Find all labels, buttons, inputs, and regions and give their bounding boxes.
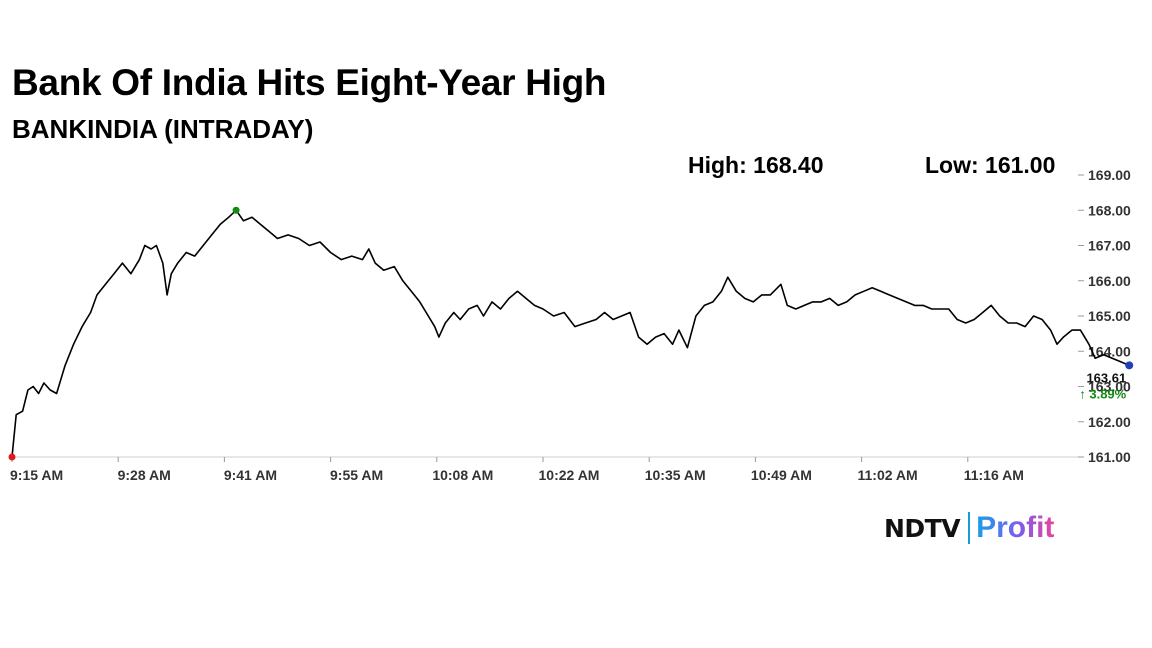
x-tick-label: 10:35 AM <box>645 467 706 483</box>
x-tick-label: 10:49 AM <box>751 467 812 483</box>
price-line <box>11 209 1130 458</box>
x-tick-label: 10:08 AM <box>432 467 493 483</box>
x-tick-label: 11:02 AM <box>858 467 918 483</box>
y-tick-label: 161.00 <box>1088 449 1131 465</box>
y-tick-label: 167.00 <box>1088 238 1131 254</box>
x-tick-label: 9:15 AM <box>10 467 63 483</box>
last-price-label: 163.61 <box>1086 370 1126 385</box>
y-tick-label: 169.00 <box>1088 167 1131 183</box>
y-tick-label: 163.00 <box>1088 379 1131 395</box>
y-tick-label: 168.00 <box>1088 202 1131 218</box>
logo-brand: NDTV <box>884 513 961 543</box>
high-point-marker <box>232 206 240 214</box>
chart-title: Bank Of India Hits Eight-Year High <box>12 62 607 103</box>
day-high-label: High: 168.40 <box>688 152 824 178</box>
ndtv-profit-logo: NDTV Profit <box>884 510 1054 546</box>
percent-change-label: ↑ 3.89% <box>1079 386 1126 401</box>
y-tick-label: 166.00 <box>1088 273 1131 289</box>
x-tick-label: 10:22 AM <box>539 467 600 483</box>
y-tick-label: 164.00 <box>1088 343 1131 359</box>
logo-product: Profit <box>976 511 1055 544</box>
chart-subtitle: BANKINDIA (INTRADAY) <box>12 114 314 144</box>
open-point-marker <box>8 453 16 461</box>
y-tick-label: 165.00 <box>1088 308 1131 324</box>
last-price-marker <box>1125 361 1134 370</box>
y-tick-label: 162.00 <box>1088 414 1131 430</box>
x-tick-label: 9:41 AM <box>224 467 277 483</box>
day-low-label: Low: 161.00 <box>925 152 1056 178</box>
logo-divider <box>968 512 971 544</box>
x-tick-label: 9:55 AM <box>330 467 383 483</box>
x-tick-label: 9:28 AM <box>118 467 171 483</box>
x-tick-label: 11:16 AM <box>964 467 1024 483</box>
